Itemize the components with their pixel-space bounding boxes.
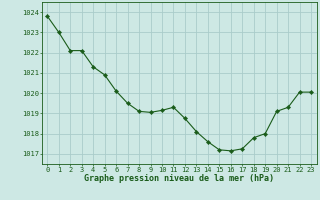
X-axis label: Graphe pression niveau de la mer (hPa): Graphe pression niveau de la mer (hPa) (84, 174, 274, 183)
